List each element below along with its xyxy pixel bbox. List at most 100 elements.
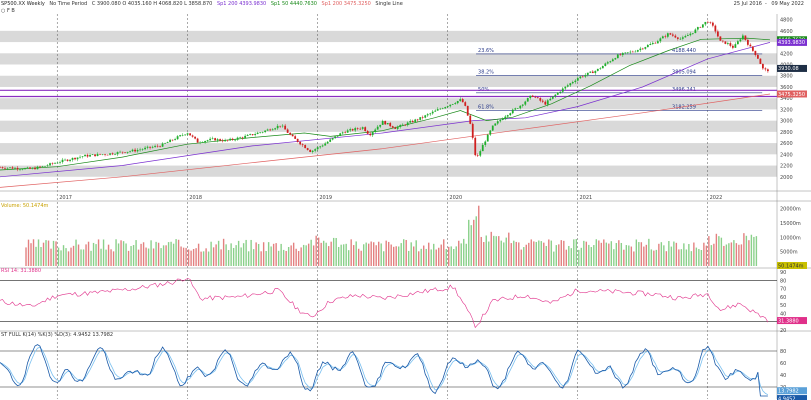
- volume-bar: [327, 246, 330, 266]
- candle-body: [634, 51, 637, 53]
- volume-bar: [247, 251, 250, 266]
- volume-bar: [187, 249, 190, 266]
- volume-bar: [708, 236, 710, 266]
- candle-body: [429, 113, 432, 115]
- candle-body: [649, 43, 652, 45]
- volume-bar: [628, 245, 630, 266]
- rsi-y-tick: 60: [780, 295, 786, 301]
- candle-body: [336, 136, 339, 137]
- stoch-k-marker-text: 4.9452: [778, 397, 796, 400]
- candle-body: [419, 117, 422, 120]
- volume-bar: [167, 242, 170, 266]
- ma200b-label: Sp1 200 3475.3250: [321, 1, 371, 7]
- volume-bar: [543, 242, 545, 266]
- candle-body: [259, 132, 262, 133]
- volume-bar: [458, 240, 460, 266]
- rsi-marker-box: [777, 317, 807, 325]
- x-tick-label: 2018: [189, 195, 202, 201]
- candle-body: [254, 134, 257, 136]
- volume-marker-box: [777, 262, 807, 269]
- volume-bar: [610, 241, 613, 266]
- volume-bar: [635, 239, 638, 266]
- volume-bar: [703, 242, 705, 266]
- candle-body: [84, 154, 86, 157]
- candle-body: [621, 53, 624, 56]
- price-band: [0, 30, 777, 43]
- volume-bar: [170, 241, 172, 266]
- candle-body: [61, 159, 64, 163]
- volume-bar: [292, 242, 295, 266]
- volume-bar: [728, 243, 730, 266]
- volume-bar: [372, 242, 375, 266]
- candle-body: [766, 69, 769, 72]
- candle-body: [319, 146, 322, 148]
- volume-bar: [267, 242, 270, 266]
- candle-body: [619, 54, 622, 56]
- candle-body: [21, 169, 24, 170]
- date-range-start: 25 Jul 2016: [733, 1, 762, 7]
- volume-bar: [272, 243, 275, 266]
- candle-body: [749, 44, 752, 47]
- volume-bar: [77, 244, 80, 266]
- volume-bar: [90, 250, 92, 266]
- volume-bar: [670, 246, 673, 266]
- candle-body: [51, 163, 54, 164]
- candle-body: [479, 151, 482, 156]
- candle-body: [121, 151, 124, 153]
- candle-body: [191, 135, 194, 137]
- candle-body: [56, 162, 59, 164]
- candle-body: [209, 138, 212, 141]
- volume-bar: [57, 247, 60, 266]
- volume-bar: [177, 239, 180, 266]
- candle-body: [671, 34, 674, 36]
- candle-body: [431, 111, 434, 114]
- candle-body: [9, 167, 11, 168]
- volume-bar: [755, 236, 758, 266]
- candle-body: [616, 54, 619, 59]
- candle-body: [366, 130, 369, 134]
- candle-body: [444, 107, 447, 109]
- volume-bar: [310, 239, 312, 266]
- price-y-tick: 4800: [780, 18, 793, 24]
- candle-body: [636, 50, 639, 52]
- candle-body: [714, 25, 717, 32]
- candle-body: [729, 43, 732, 46]
- candle-body: [481, 144, 484, 152]
- candle-body: [554, 94, 557, 97]
- volume-bar: [337, 246, 340, 266]
- candle-body: [284, 125, 287, 130]
- candle-body: [751, 46, 754, 51]
- volume-bar: [47, 240, 50, 266]
- volume-bar: [643, 246, 645, 266]
- volume-bar: [32, 239, 35, 266]
- candle-body: [549, 98, 552, 101]
- price-marker-text: 3475.3250: [778, 92, 805, 98]
- candle-body: [29, 167, 31, 169]
- volume-bar: [62, 245, 65, 266]
- candle-body: [434, 110, 437, 112]
- candle-body: [299, 141, 302, 145]
- candle-body: [96, 153, 99, 157]
- candle-body: [451, 104, 454, 105]
- candle-body: [166, 142, 169, 144]
- candle-body: [11, 167, 14, 169]
- price-marker-text: 4393.9830: [778, 40, 805, 46]
- volume-bar: [725, 244, 728, 266]
- volume-bar: [265, 251, 267, 266]
- candle-body: [526, 98, 529, 102]
- candle-body: [754, 50, 757, 56]
- candle-body: [646, 44, 649, 48]
- volume-bar: [715, 233, 718, 266]
- volume-bar: [493, 235, 495, 266]
- volume-bar: [197, 243, 200, 266]
- candle-body: [449, 104, 452, 107]
- rsi-y-tick: 50: [780, 303, 786, 309]
- volume-bar: [315, 235, 317, 266]
- volume-bar: [27, 239, 30, 266]
- candle-body: [364, 127, 367, 131]
- volume-bar: [137, 249, 140, 266]
- volume-bar: [480, 236, 482, 266]
- candle-body: [159, 146, 161, 147]
- candle-body: [694, 29, 697, 34]
